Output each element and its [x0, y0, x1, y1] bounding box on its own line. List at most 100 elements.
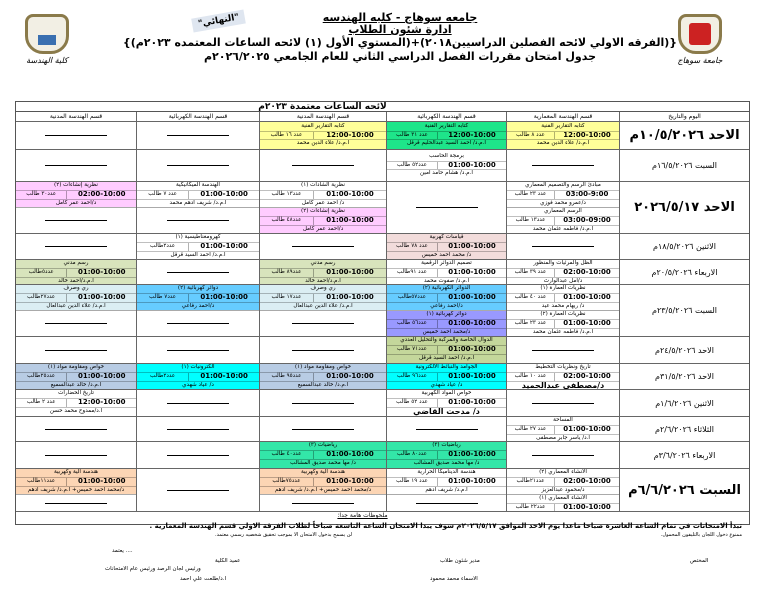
time-count-row: 01:00-10:00 عدد٧ طالب: [137, 293, 259, 303]
course-name: نظرية إنشاءات (٢): [260, 208, 386, 218]
table-row: السبت ٦/٦/٢٠٢٦م الانشاء المعماري (٢) 02:00…: [16, 469, 749, 512]
cell-electrical: [386, 417, 506, 441]
course-name: الجوامد والنبائط الالكترونية: [387, 364, 506, 373]
time-count-row: 01:00-10:00 عدد٥٢ طالب: [387, 161, 506, 171]
cell-architecture: [506, 442, 619, 468]
course-name: قياسات كهربية: [387, 234, 506, 243]
cell-electrical: قياسات كهربية 01:00-10:00 عدد ٧٨ طالب د/ مح…: [386, 234, 506, 259]
time-count-row: 03:00-09:00 عدد١٣ طالب: [507, 216, 619, 226]
course-name: تاريخ ونظريات التخطيط: [507, 364, 619, 373]
empty-slot: [16, 495, 136, 511]
student-count: عدد ٢٣ طالب: [514, 320, 547, 327]
dash-line: [167, 220, 229, 222]
empty-slot: [260, 390, 386, 416]
program-title: {(الفرقه الاولي لائحه الفصلين الدراسيين٢…: [122, 36, 678, 49]
instructor-name: د/محمد أحمد خميس: [422, 328, 471, 335]
student-count: عدد٩٥ طالب: [271, 372, 302, 379]
exam-time: 01:00-10:00: [312, 268, 386, 277]
exam-slot: برمجة الحاسب 01:00-10:00 عدد٥٢ طالب أ.م.د/ …: [387, 150, 506, 181]
dean-label: عميد الكلية: [215, 558, 241, 564]
exam-time: 02:00-10:00: [554, 268, 619, 277]
course-name: الانشاء المعماري (١): [507, 495, 619, 505]
cell-architecture: الانشاء المعماري (٢) 02:00-10:00 عدد٢١طالب…: [506, 469, 619, 511]
empty-slot: [16, 417, 136, 441]
student-count: عدد ٢٣ طالب: [514, 190, 547, 197]
date-cell: الاثنين ١/٦/٢٠٢٦م: [619, 390, 749, 416]
instructor-name: أ.م.د/ أحمد السيد عبدالحليم قرقل: [407, 140, 486, 147]
exam-time: 01:00-10:00: [312, 190, 386, 199]
exam-slot: خواص ومقاومة مواد (١) 01:00-10:00 عدد٩٥ طا…: [260, 364, 386, 389]
instructor-name: أ.م.د/ شريف أدهم محمد: [169, 199, 227, 206]
dash-line: [167, 489, 229, 491]
instructor-name: أ.م.د/ هشام حامد أمين: [420, 170, 473, 177]
student-count: عدد ٣٩ طالب: [514, 268, 547, 275]
column-header: قسم الهندسة الكهربائية: [136, 112, 259, 121]
dash-line: [167, 349, 229, 351]
exam-time: 12:00-10:00: [554, 131, 619, 140]
student-count: عدد٢طالب: [150, 242, 176, 249]
exam-time: 01:00-10:00: [436, 268, 506, 277]
time-count-row: 03:00-9:00 عدد ٢٣ طالب: [507, 190, 619, 200]
exam-slot: ري وصرف 01:00-10:00 عدد٢٧طالب أ.م.د/ علاء ا…: [16, 285, 136, 312]
dash-line: [45, 165, 107, 166]
instructor-name: د/أمل عبدالوارث: [543, 277, 583, 284]
exam-time: 12:00-10:00: [66, 398, 136, 407]
cell-electrical-2: الهندسة الميكانيكية 01:00-10:00 عدد ٧ طالب…: [136, 182, 259, 233]
cell-civil-2: هندسة الية وكهربية 01:00-10:00 عدد١١طالب د/…: [16, 469, 136, 511]
affairs-manager-label: مدير شئون طلاب: [440, 558, 480, 564]
exam-slot: نظرية إنشاءات (٢) 02:00-10:00 عدد٣٠ طالب د/…: [16, 182, 136, 209]
exam-slot: خواص ومقاومة مواد (١) 01:00-10:00 عدد٢٥طال…: [16, 364, 136, 389]
exam-slot: تاريخ ونظريات التخطيط 02:00-10:00 عدد ١٠ ط…: [507, 364, 619, 389]
dash-line: [292, 165, 354, 166]
table-body: الاحد ١٠/٥/٢٠٢٦م كتابه التقارير الفنية 12:…: [16, 122, 749, 512]
exam-time: 01:00-10:00: [188, 190, 259, 199]
exam-time: 02:00-10:00: [554, 477, 619, 486]
exam-time: 01:00-10:00: [436, 319, 506, 328]
empty-slot: [260, 417, 386, 441]
cell-electrical: رياضيات (٣) 01:00-10:00 عدد٨٠ طالب د/ مها م…: [386, 442, 506, 468]
time-count-row: 02:00-10:00 عدد٢١طالب: [507, 477, 619, 487]
column-header: قسم الهندسة المدنية: [259, 112, 386, 121]
instructor-name: أ.م.د/ علاء الدين عبدالعال: [46, 302, 106, 309]
exam-time: 01:00-10:00: [554, 319, 619, 328]
exam-time: 01:00-10:00: [312, 216, 386, 225]
cell-civil: رسم مدني 01:00-10:00 عدد٨٩ طالب أ.م.د/أحمد …: [259, 260, 386, 284]
dean-title: ورئيس لجان الرصد ورئيس عام الامتحانات: [105, 566, 201, 572]
student-count: عدد ٥٢ طالب: [396, 399, 428, 406]
exam-slot: نظريات العمارة (١) 01:00-10:00 عدد ٤٠ طالب…: [507, 285, 619, 312]
instructor-name: د/أحمد رفاعي: [181, 302, 215, 309]
instructor-name: أ.م.د/ صفوت محمد: [423, 277, 470, 284]
exam-time: 01:00-10:00: [436, 242, 506, 251]
empty-slot: [137, 208, 259, 233]
cell-civil: كتابه التقارير الفنية 12:00-10:00 عدد ١٦ ط…: [259, 122, 386, 149]
exam-slot: الهندسة الميكانيكية 01:00-10:00 عدد ٧ طالب…: [137, 182, 259, 209]
cell-civil-2: [16, 150, 136, 181]
date-cell: الاربعاء ٢٠/٥/٢٠٢٦م: [619, 260, 749, 284]
student-count: عدد٥٦ طالب: [397, 320, 427, 327]
cell-civil: [259, 234, 386, 259]
cell-architecture: مبادئ الرسم والتصميم المعماري 03:00-9:00 ع…: [506, 182, 619, 233]
cell-civil: ري وصرف 01:00-10:00 عدد١٧ طالب أ.م.د/ علاء …: [259, 285, 386, 336]
course-name: الظل والمرئيات والمنظور: [507, 260, 619, 269]
exam-time: 01:00-10:00: [436, 450, 506, 459]
cell-electrical: كتابه التقارير الفنية 12:00-10:00 عدد ٣١ ط…: [386, 122, 506, 149]
document-header: جامعه سوهاج - كليه الهندسه ادارة شئون ال…: [123, 12, 677, 64]
course-name: رسم مدني: [260, 260, 386, 269]
time-count-row: 01:00-10:00 عدد ٧ طالب: [137, 190, 259, 200]
exam-time: 01:00-10:00: [554, 293, 619, 302]
student-count: عدد ٣١ طالب: [396, 131, 428, 138]
instructor-name: د/أحمد عمر كامل: [55, 199, 97, 206]
empty-slot: [260, 150, 386, 181]
exam-time: 01:00-10:00: [436, 477, 506, 486]
table-row: الاحد ١٠/٥/٢٠٢٦م كتابه التقارير الفنية 12:…: [16, 122, 749, 150]
cell-electrical-2: [136, 417, 259, 441]
dash-line: [167, 165, 229, 166]
table-row: الاثنين ١/٦/٢٠٢٦م خواص المواد الكهربية 01:…: [16, 390, 749, 417]
cell-civil-2: خواص ومقاومة مواد (١) 01:00-10:00 عدد٢٥طال…: [16, 364, 136, 389]
dash-line: [45, 454, 107, 456]
instructor-name: د/ محمد أحمد خميس: [421, 251, 472, 258]
time-count-row: 01:00-10:00 عدد١١طالب: [16, 477, 136, 487]
time-count-row: 01:00-10:00 عدد ٩١طالب: [387, 268, 506, 278]
date-cell: الاحد ٣١/٥/٢٠٢٦م: [619, 364, 749, 389]
time-count-row: 01:00-10:00 عدد١٣ طالب: [260, 190, 386, 200]
